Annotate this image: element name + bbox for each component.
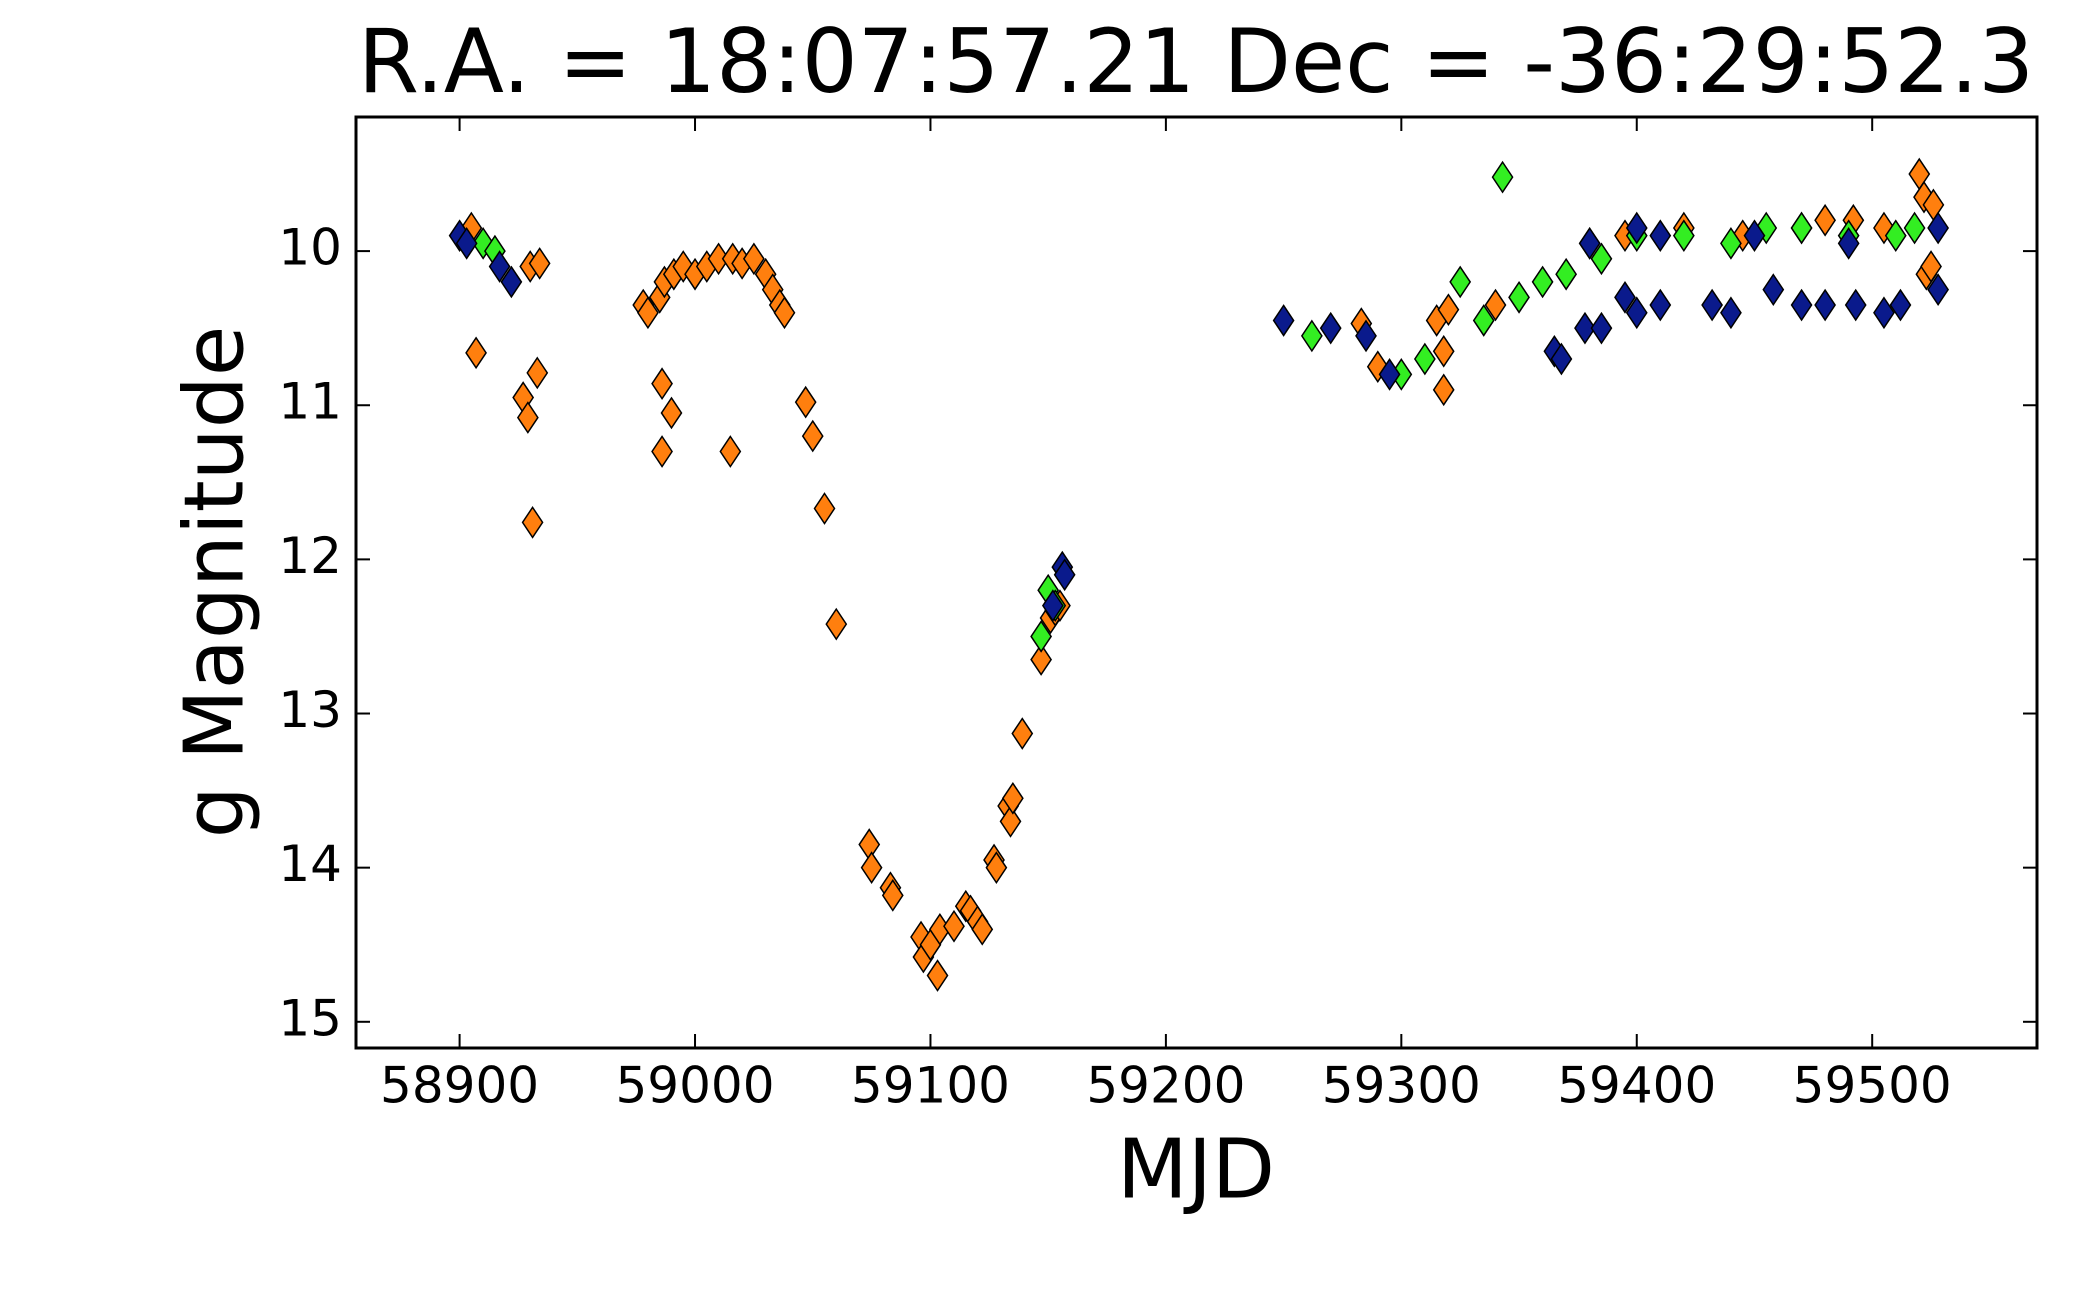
data-point bbox=[1720, 296, 1742, 330]
data-point bbox=[1053, 558, 1076, 592]
data-point bbox=[1300, 319, 1323, 353]
data-point bbox=[1041, 589, 1064, 622]
data-point bbox=[1413, 342, 1436, 376]
data-point bbox=[1625, 211, 1648, 245]
data-point bbox=[999, 805, 1022, 838]
data-point bbox=[1491, 160, 1514, 194]
data-point bbox=[1432, 334, 1455, 368]
data-point bbox=[1873, 296, 1895, 330]
data-point bbox=[637, 296, 659, 330]
data-point bbox=[465, 336, 487, 370]
data-point bbox=[1884, 219, 1907, 253]
data-point bbox=[860, 851, 883, 885]
data-point bbox=[1625, 296, 1648, 330]
data-point bbox=[1531, 265, 1554, 299]
data-point bbox=[719, 435, 742, 468]
x-tick-label: 59100 bbox=[851, 1057, 1010, 1115]
data-point bbox=[651, 367, 673, 401]
y-axis-label: g Magnitude bbox=[167, 326, 262, 839]
data-point bbox=[1011, 717, 1034, 750]
data-point bbox=[1574, 311, 1596, 345]
data-point bbox=[660, 396, 683, 430]
data-point bbox=[1472, 304, 1495, 337]
x-tick-label: 59400 bbox=[1557, 1057, 1716, 1115]
data-point bbox=[971, 912, 994, 946]
data-point bbox=[742, 242, 765, 276]
data-point bbox=[1814, 203, 1837, 237]
data-point bbox=[1903, 211, 1926, 245]
data-point bbox=[813, 492, 836, 525]
data-point bbox=[651, 435, 673, 468]
data-point bbox=[943, 909, 965, 943]
data-point bbox=[1927, 273, 1950, 306]
data-point bbox=[1378, 358, 1401, 391]
data-point bbox=[1578, 227, 1601, 260]
data-point bbox=[1590, 242, 1613, 276]
data-point bbox=[1649, 288, 1672, 322]
data-point bbox=[1001, 781, 1024, 815]
y-tick-label: 14 bbox=[278, 835, 342, 893]
data-point bbox=[1355, 319, 1377, 353]
data-point bbox=[825, 607, 848, 641]
data-point bbox=[926, 959, 949, 992]
data-point bbox=[1614, 280, 1636, 314]
y-tick-label: 13 bbox=[278, 681, 342, 739]
data-point bbox=[794, 385, 817, 419]
chart-title: R.A. = 18:07:57.21 Dec = -36:29:52.3 bbox=[358, 10, 2034, 113]
data-point bbox=[1030, 620, 1053, 653]
data-point bbox=[1649, 219, 1672, 253]
data-point bbox=[1484, 288, 1507, 322]
data-point bbox=[455, 227, 478, 260]
data-point bbox=[985, 851, 1008, 885]
x-tick-label: 59500 bbox=[1793, 1057, 1952, 1115]
data-point bbox=[881, 879, 904, 912]
data-point bbox=[1319, 311, 1342, 345]
x-tick-label: 58900 bbox=[380, 1057, 539, 1115]
data-point bbox=[516, 401, 539, 434]
data-point bbox=[1432, 373, 1455, 407]
data-point bbox=[488, 250, 511, 283]
data-point bbox=[1790, 211, 1813, 245]
data-point bbox=[526, 356, 549, 390]
data-point bbox=[1449, 265, 1472, 299]
data-point bbox=[1755, 211, 1778, 245]
data-point bbox=[1844, 288, 1867, 322]
data-point bbox=[1437, 293, 1460, 327]
data-point bbox=[1590, 311, 1613, 345]
data-point bbox=[528, 247, 551, 280]
data-point bbox=[1920, 250, 1942, 283]
plot-frame bbox=[354, 115, 2039, 1050]
y-tick-label: 11 bbox=[278, 373, 342, 431]
data-point bbox=[1508, 280, 1530, 314]
data-point bbox=[1790, 288, 1813, 322]
data-point bbox=[1814, 288, 1837, 322]
data-point bbox=[1550, 342, 1573, 376]
x-tick-label: 59000 bbox=[615, 1057, 774, 1115]
x-tick-label: 59200 bbox=[1086, 1057, 1245, 1115]
data-point bbox=[1555, 257, 1578, 291]
data-point bbox=[1701, 288, 1724, 322]
data-point bbox=[1272, 304, 1295, 337]
y-tick-label: 10 bbox=[278, 219, 342, 277]
data-point bbox=[1762, 273, 1785, 306]
data-point bbox=[1672, 219, 1695, 253]
data-point bbox=[1720, 227, 1742, 260]
data-point bbox=[1927, 211, 1950, 245]
x-axis-label: MJD bbox=[1117, 1122, 1275, 1217]
data-point bbox=[1743, 219, 1766, 253]
data-point bbox=[801, 419, 824, 453]
data-point bbox=[1889, 288, 1912, 322]
data-point bbox=[1837, 227, 1860, 260]
data-point bbox=[1030, 643, 1053, 676]
y-tick-label: 15 bbox=[278, 989, 342, 1047]
data-point bbox=[521, 506, 544, 539]
y-tick-label: 12 bbox=[278, 527, 342, 585]
x-tick-label: 59300 bbox=[1322, 1057, 1481, 1115]
data-point bbox=[773, 296, 796, 330]
data-point bbox=[1873, 211, 1895, 245]
data-point bbox=[500, 265, 523, 299]
